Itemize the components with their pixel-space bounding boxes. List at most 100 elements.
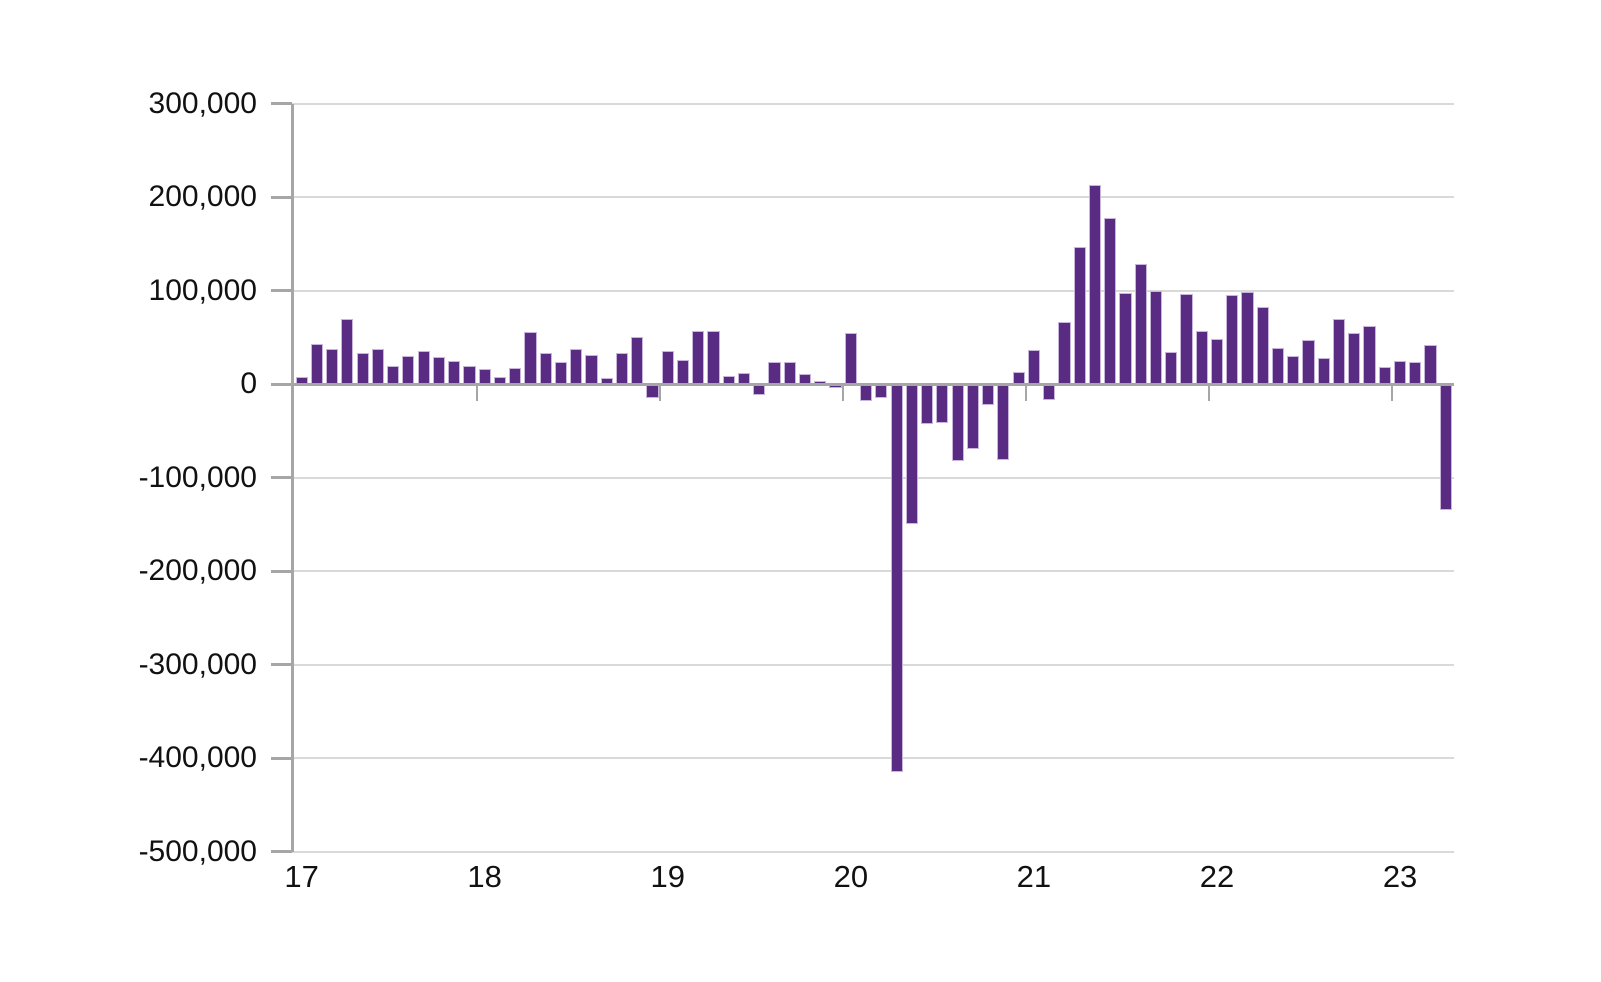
bar-Jun-21	[1104, 217, 1117, 384]
y-axis-tick-label: 200,000	[148, 180, 257, 213]
bar-Mar-21	[1058, 322, 1071, 384]
x-axis-tick-label: 19	[650, 859, 685, 894]
x-axis-tick-label: 17	[284, 859, 319, 894]
bar-Aug-20	[951, 384, 964, 461]
bar-Apr-21	[1073, 246, 1086, 384]
bar-Jun-20	[921, 384, 934, 425]
bar-May-17	[356, 353, 369, 384]
bar-Apr-22	[1256, 307, 1269, 384]
bar-Sep-19	[783, 361, 796, 384]
bar-Jun-22	[1287, 355, 1300, 384]
bar-Aug-19	[768, 362, 781, 384]
bar-Oct-20	[982, 384, 995, 405]
x-axis-tick-label: 18	[467, 859, 502, 894]
y-axis-tick	[271, 289, 292, 292]
bar-Sep-22	[1332, 318, 1346, 384]
x-axis-tick-label: 23	[1382, 859, 1418, 894]
bar-Aug-17	[402, 355, 415, 384]
bar-Oct-21	[1165, 352, 1178, 384]
y-gridline	[292, 663, 1454, 666]
y-axis-tick	[271, 850, 292, 853]
bar-Feb-20	[859, 384, 873, 401]
x-axis-line	[292, 382, 1454, 386]
y-axis-tick	[271, 476, 292, 479]
bar-Jul-20	[936, 384, 949, 424]
bar-May-18	[539, 353, 552, 384]
y-axis-tick	[271, 382, 292, 386]
bar-Apr-23	[1439, 384, 1452, 511]
bar-Jul-21	[1119, 293, 1132, 384]
bar-Feb-21	[1043, 384, 1056, 400]
y-axis-tick	[271, 663, 292, 666]
x-axis-year-tick	[1208, 384, 1211, 401]
bar-Jul-17	[387, 366, 400, 384]
x-axis-year-tick	[842, 384, 845, 401]
bar-Aug-22	[1317, 357, 1330, 384]
bar-Apr-17	[341, 318, 354, 384]
bar-Apr-20	[890, 384, 903, 773]
bar-Nov-17	[448, 360, 461, 384]
y-gridline	[292, 196, 1454, 198]
bar-Feb-22	[1226, 295, 1239, 384]
y-axis-tick-label: -400,000	[138, 741, 257, 774]
x-axis-year-tick	[1025, 384, 1028, 401]
y-gridline	[292, 476, 1454, 479]
bar-Aug-21	[1134, 264, 1147, 384]
y-axis-tick-label: -200,000	[138, 554, 257, 587]
bar-Sep-21	[1149, 291, 1163, 384]
bar-Nov-21	[1180, 294, 1193, 384]
bar-Sep-20	[966, 384, 979, 450]
bar-Feb-17	[310, 343, 323, 384]
bar-May-20	[905, 384, 918, 525]
y-axis-tick-label: -300,000	[138, 647, 257, 681]
bar-Jul-19	[753, 384, 766, 396]
y-axis-tick-label: -500,000	[138, 834, 257, 868]
y-axis-tick-label: 300,000	[148, 86, 257, 120]
bar-Mar-23	[1424, 344, 1437, 384]
bar-Sep-17	[417, 351, 430, 384]
x-axis-year-tick	[659, 384, 662, 401]
bar-Nov-18	[631, 337, 644, 384]
bar-Aug-18	[585, 355, 598, 384]
y-gridline	[292, 289, 1454, 292]
bar-Jan-20	[844, 332, 857, 384]
y-axis-tick	[271, 756, 292, 760]
x-axis-tick-label: 20	[833, 859, 869, 894]
y-axis-tick	[271, 102, 292, 105]
bar-Jul-18	[570, 349, 583, 384]
bar-Jan-21	[1027, 350, 1040, 384]
y-gridline	[292, 850, 1454, 853]
y-axis-tick-label: 0	[240, 367, 257, 400]
bar-Feb-19	[676, 359, 690, 384]
bar-Jan-19	[661, 351, 674, 384]
bar-Mar-19	[692, 330, 705, 384]
x-axis-year-tick	[1391, 384, 1394, 401]
bar-Apr-19	[707, 330, 720, 384]
bar-May-21	[1088, 184, 1102, 384]
y-axis-tick-label: 100,000	[148, 273, 257, 307]
y-axis-tick-label: -100,000	[138, 460, 257, 494]
bar-Apr-18	[524, 331, 537, 384]
bar-Nov-22	[1363, 326, 1376, 384]
x-axis-tick-label: 22	[1199, 859, 1235, 894]
bar-Mar-20	[875, 384, 888, 399]
bar-Jun-18	[554, 361, 568, 384]
bar-Oct-18	[615, 353, 629, 384]
y-gridline	[292, 570, 1454, 572]
bar-Mar-22	[1241, 292, 1254, 384]
y-axis-line	[290, 103, 294, 852]
bar-Dec-17	[463, 366, 476, 384]
bar-Mar-17	[326, 349, 339, 384]
bar-Dec-22	[1378, 367, 1391, 384]
bar-Dec-18	[646, 384, 659, 399]
bar-Oct-22	[1348, 332, 1361, 384]
y-axis-tick	[271, 569, 292, 573]
bar-Dec-21	[1195, 330, 1208, 384]
bar-Jan-22	[1210, 339, 1224, 384]
bar-Jul-22	[1302, 340, 1315, 384]
bar-Nov-20	[997, 384, 1010, 460]
bar-Oct-17	[432, 356, 445, 384]
y-gridline	[292, 102, 1454, 105]
bar-May-22	[1271, 348, 1285, 384]
